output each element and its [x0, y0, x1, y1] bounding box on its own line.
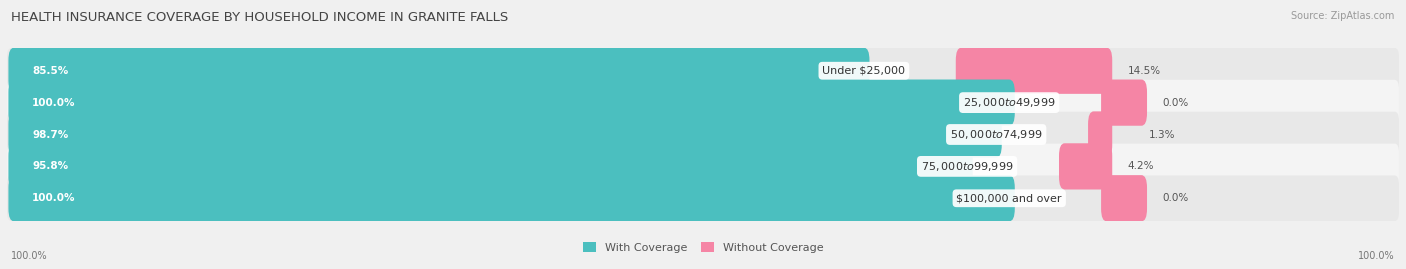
- FancyBboxPatch shape: [7, 112, 1399, 157]
- Text: HEALTH INSURANCE COVERAGE BY HOUSEHOLD INCOME IN GRANITE FALLS: HEALTH INSURANCE COVERAGE BY HOUSEHOLD I…: [11, 11, 509, 24]
- Text: 85.5%: 85.5%: [32, 66, 69, 76]
- FancyBboxPatch shape: [7, 144, 1399, 189]
- FancyBboxPatch shape: [1088, 111, 1112, 158]
- Text: 14.5%: 14.5%: [1128, 66, 1161, 76]
- Text: $25,000 to $49,999: $25,000 to $49,999: [963, 96, 1056, 109]
- Text: $50,000 to $74,999: $50,000 to $74,999: [950, 128, 1042, 141]
- FancyBboxPatch shape: [1101, 175, 1147, 221]
- FancyBboxPatch shape: [8, 143, 973, 189]
- FancyBboxPatch shape: [956, 48, 1112, 94]
- FancyBboxPatch shape: [8, 80, 1015, 126]
- FancyBboxPatch shape: [8, 175, 1015, 221]
- FancyBboxPatch shape: [7, 80, 1399, 125]
- FancyBboxPatch shape: [8, 48, 869, 94]
- Text: 100.0%: 100.0%: [32, 193, 76, 203]
- Text: Under $25,000: Under $25,000: [823, 66, 905, 76]
- FancyBboxPatch shape: [7, 48, 1399, 94]
- Text: 0.0%: 0.0%: [1163, 193, 1188, 203]
- Text: $100,000 and over: $100,000 and over: [956, 193, 1062, 203]
- FancyBboxPatch shape: [8, 111, 1001, 158]
- Legend: With Coverage, Without Coverage: With Coverage, Without Coverage: [582, 242, 824, 253]
- Text: 1.3%: 1.3%: [1149, 129, 1175, 140]
- FancyBboxPatch shape: [7, 175, 1399, 221]
- Text: 100.0%: 100.0%: [32, 98, 76, 108]
- Text: 4.2%: 4.2%: [1128, 161, 1154, 171]
- Text: $75,000 to $99,999: $75,000 to $99,999: [921, 160, 1014, 173]
- Text: Source: ZipAtlas.com: Source: ZipAtlas.com: [1291, 11, 1395, 21]
- FancyBboxPatch shape: [1101, 80, 1147, 126]
- Text: 100.0%: 100.0%: [11, 251, 48, 261]
- Text: 98.7%: 98.7%: [32, 129, 69, 140]
- Text: 95.8%: 95.8%: [32, 161, 69, 171]
- FancyBboxPatch shape: [1059, 143, 1112, 189]
- Text: 0.0%: 0.0%: [1163, 98, 1188, 108]
- Text: 100.0%: 100.0%: [1358, 251, 1395, 261]
